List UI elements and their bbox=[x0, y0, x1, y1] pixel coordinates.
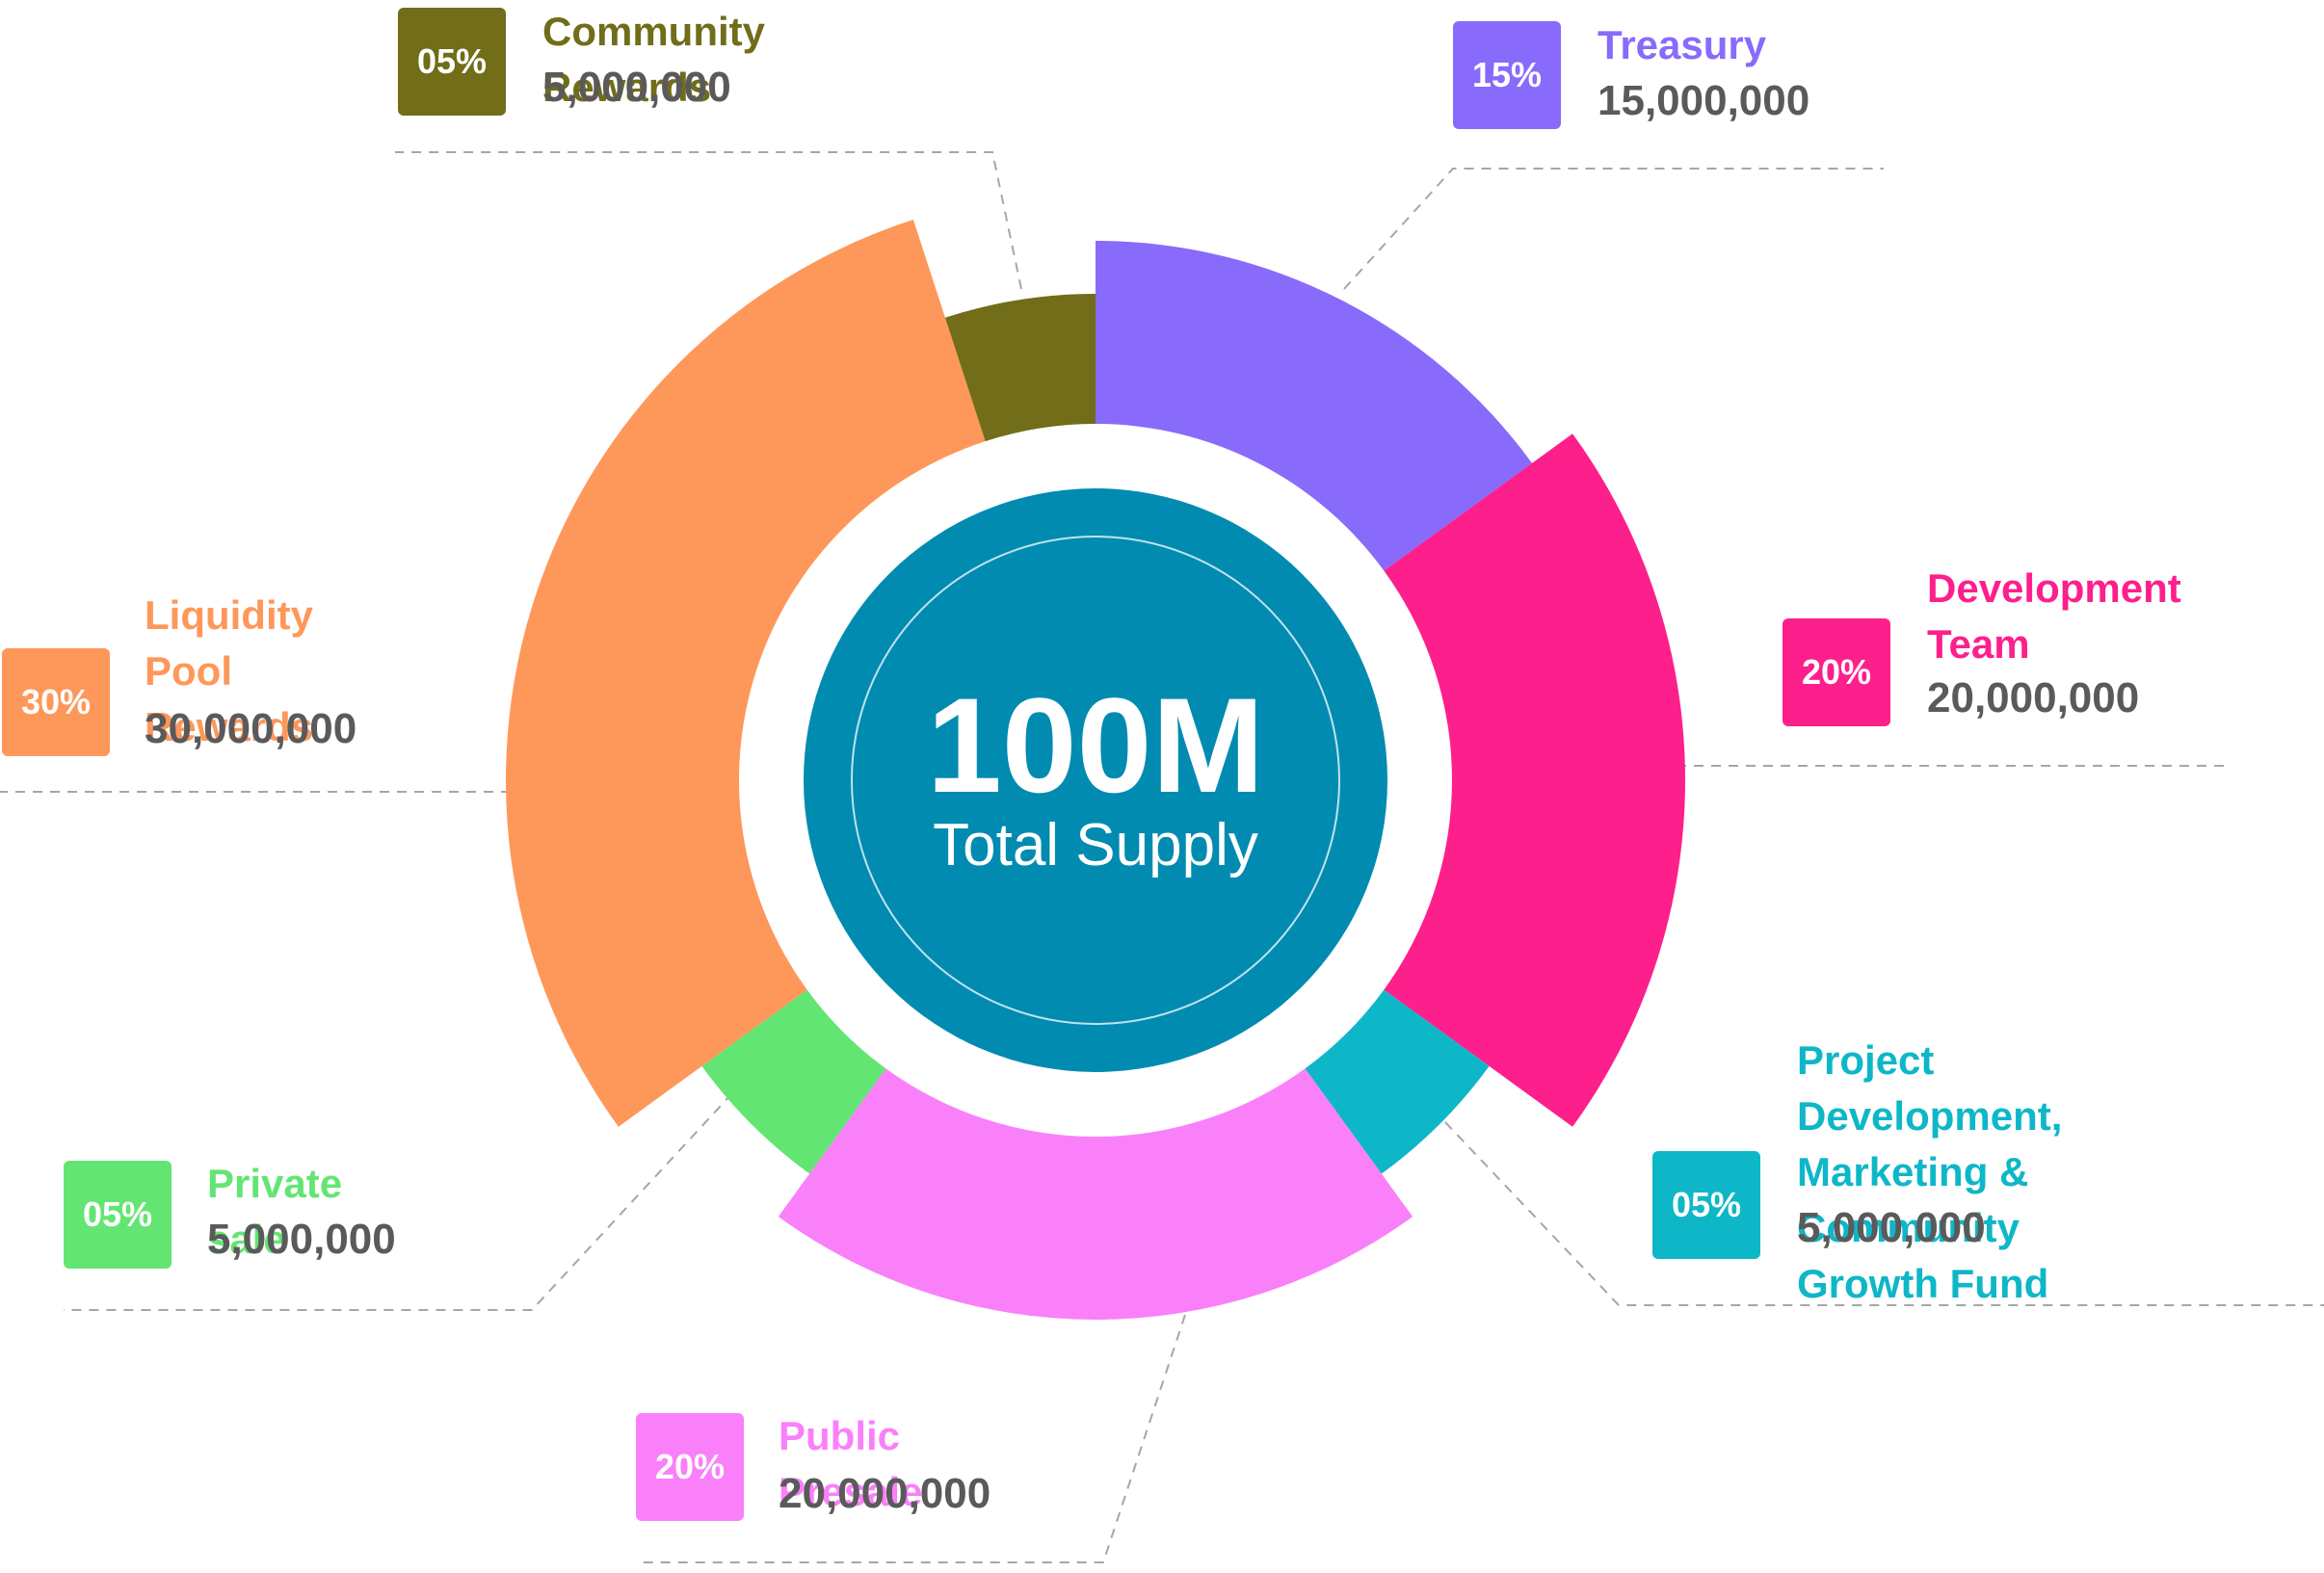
center-disc bbox=[804, 488, 1387, 1072]
legend-badge: 15% bbox=[1453, 21, 1561, 129]
leader-line-development-team bbox=[1343, 168, 1884, 290]
legend-value: 5,000,000 bbox=[207, 1216, 396, 1263]
legend-value: 5,000,000 bbox=[542, 64, 731, 111]
leader-line-treasury bbox=[395, 151, 1022, 290]
legend-badge: 05% bbox=[398, 8, 506, 116]
legend-value: 20,000,000 bbox=[1927, 674, 2140, 721]
slice-development-team bbox=[1384, 433, 1685, 1127]
legend-badge: 05% bbox=[1652, 1151, 1760, 1259]
slice-liquidity-pool-rewards bbox=[505, 219, 986, 1127]
slice-community-rewards bbox=[944, 294, 1096, 442]
leader-lines bbox=[0, 151, 2324, 1563]
slice-private-sale bbox=[701, 989, 886, 1174]
slice-treasury bbox=[1096, 241, 1533, 571]
legend-label: Liquidity Pool Rewards bbox=[145, 592, 314, 749]
slices bbox=[505, 219, 1685, 1321]
legend-badge: 20% bbox=[1783, 618, 1890, 726]
center-value: 100M bbox=[927, 669, 1264, 821]
slice-project-development-marketing-community-growth-fund bbox=[1305, 989, 1490, 1174]
legend-label: Public Presale bbox=[779, 1413, 923, 1514]
legend-label: Treasury bbox=[1598, 22, 1767, 67]
leader-line-public-presale bbox=[1444, 1121, 2324, 1306]
legend-value: 5,000,000 bbox=[1797, 1204, 1986, 1251]
legend-badge: 30% bbox=[2, 648, 110, 756]
legend-value: 15,000,000 bbox=[1598, 77, 1810, 124]
leader-line-liquidity-pool-rewards bbox=[64, 1092, 733, 1311]
slice-public-presale bbox=[778, 1068, 1413, 1321]
center-inner-ring bbox=[851, 536, 1340, 1025]
legend-label: Project Development, Marketing & Communi… bbox=[1797, 1037, 2063, 1306]
legend-value: 20,000,000 bbox=[779, 1470, 991, 1517]
legend-label: Development Team bbox=[1927, 565, 2181, 667]
center-label: Total Supply bbox=[933, 812, 1258, 878]
legend-badge: 05% bbox=[64, 1161, 172, 1269]
legend-label: Community Rewards bbox=[542, 9, 765, 110]
legend-value: 30,000,000 bbox=[145, 705, 357, 752]
legend-badge: 20% bbox=[636, 1413, 744, 1521]
leader-line-private-sale bbox=[636, 1314, 1186, 1563]
legend-label: Private sale bbox=[207, 1161, 343, 1262]
